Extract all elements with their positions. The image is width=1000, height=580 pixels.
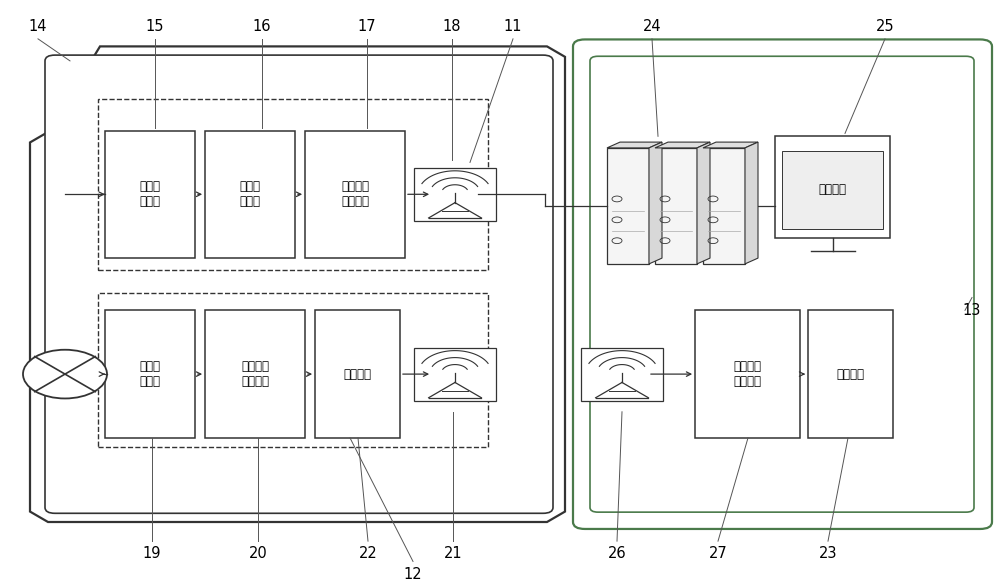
Bar xyxy=(105,130,195,258)
Text: 13: 13 xyxy=(963,303,981,318)
Bar xyxy=(414,168,496,221)
Text: 14: 14 xyxy=(29,19,47,34)
Text: 16: 16 xyxy=(253,19,271,34)
Bar xyxy=(315,310,400,438)
Bar xyxy=(205,310,305,438)
Polygon shape xyxy=(697,142,710,264)
Bar xyxy=(98,293,488,447)
Text: 12: 12 xyxy=(404,567,422,580)
Bar xyxy=(105,310,195,438)
Text: 报警模块: 报警模块 xyxy=(344,368,372,380)
Text: 17: 17 xyxy=(358,19,376,34)
Text: 25: 25 xyxy=(876,19,894,34)
Text: 22: 22 xyxy=(359,546,377,561)
FancyBboxPatch shape xyxy=(590,56,974,512)
Text: 第一信号
控制电路: 第一信号 控制电路 xyxy=(341,180,369,208)
Text: 15: 15 xyxy=(146,19,164,34)
Text: 第三信号
控制电路: 第三信号 控制电路 xyxy=(733,360,762,388)
Text: 19: 19 xyxy=(143,546,161,561)
Text: 23: 23 xyxy=(819,546,837,561)
Text: 红外遥
测模块: 红外遥 测模块 xyxy=(140,180,160,208)
Bar xyxy=(703,148,745,264)
FancyBboxPatch shape xyxy=(45,55,553,513)
Text: 自动识
别模块: 自动识 别模块 xyxy=(240,180,260,208)
Bar xyxy=(205,130,295,258)
Bar xyxy=(607,148,649,264)
Bar xyxy=(695,310,800,438)
Bar xyxy=(414,347,496,401)
Text: 定位装置: 定位装置 xyxy=(836,368,864,380)
Text: 20: 20 xyxy=(249,546,267,561)
Text: 第二信号
控制电路: 第二信号 控制电路 xyxy=(241,360,269,388)
Bar xyxy=(98,99,488,270)
Text: 18: 18 xyxy=(443,19,461,34)
Ellipse shape xyxy=(23,350,107,398)
Bar xyxy=(655,148,697,264)
Polygon shape xyxy=(745,142,758,264)
Polygon shape xyxy=(649,142,662,264)
Text: 26: 26 xyxy=(608,546,626,561)
Text: 27: 27 xyxy=(709,546,727,561)
Polygon shape xyxy=(703,142,758,148)
PathPatch shape xyxy=(30,46,565,522)
Bar xyxy=(782,151,883,229)
Bar xyxy=(305,130,405,258)
Polygon shape xyxy=(655,142,710,148)
FancyBboxPatch shape xyxy=(573,39,992,529)
Polygon shape xyxy=(607,142,662,148)
Text: 显示模块: 显示模块 xyxy=(818,183,846,197)
Bar xyxy=(808,310,893,438)
Bar xyxy=(581,347,663,401)
Text: 11: 11 xyxy=(504,19,522,34)
Bar xyxy=(775,136,890,238)
Text: 21: 21 xyxy=(444,546,462,561)
Text: 信息采
集模块: 信息采 集模块 xyxy=(140,360,160,388)
Text: 24: 24 xyxy=(643,19,661,34)
